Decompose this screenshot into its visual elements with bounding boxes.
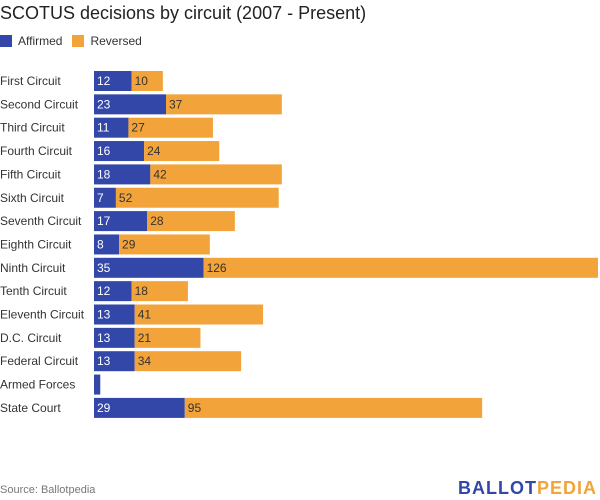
bar-reversed <box>150 164 282 185</box>
category-label: Ninth Circuit <box>0 261 66 275</box>
category-label: Seventh Circuit <box>0 214 82 228</box>
category-label: D.C. Circuit <box>0 331 62 345</box>
bar-affirmed <box>94 397 185 418</box>
data-label: 42 <box>153 167 167 181</box>
bar-reversed <box>144 141 220 162</box>
data-label: 24 <box>147 144 161 158</box>
category-label: Federal Circuit <box>0 354 79 368</box>
bar-affirmed <box>94 141 145 162</box>
category-label: Fourth Circuit <box>0 144 73 158</box>
data-label: 34 <box>138 354 152 368</box>
data-label: 29 <box>122 237 136 251</box>
logo-part-2: PEDIA <box>536 478 597 498</box>
bar-reversed <box>134 351 242 372</box>
category-label: Tenth Circuit <box>0 284 67 298</box>
data-label: 11 <box>97 121 110 135</box>
logo-part-1: BALLOT <box>458 478 537 498</box>
category-label: State Court <box>0 401 61 415</box>
bar-affirmed <box>94 281 132 302</box>
chart-title: SCOTUS decisions by circuit (2007 - Pres… <box>0 3 367 23</box>
data-label: 35 <box>97 261 111 275</box>
category-label: Second Circuit <box>0 97 79 111</box>
bar-reversed <box>203 257 598 278</box>
bar-affirmed <box>94 187 116 208</box>
data-label: 12 <box>97 74 111 88</box>
bar-affirmed <box>94 304 135 325</box>
bar-reversed <box>134 327 201 348</box>
legend-swatch-reversed <box>72 35 85 47</box>
bar-reversed <box>147 211 235 232</box>
category-label: Third Circuit <box>0 121 65 135</box>
bar-reversed <box>184 397 483 418</box>
data-label: 12 <box>97 284 111 298</box>
category-label: Eighth Circuit <box>0 237 72 251</box>
data-label: 23 <box>97 97 111 111</box>
category-label: Fifth Circuit <box>0 167 61 181</box>
bar-affirmed <box>94 374 101 395</box>
bar-reversed <box>115 187 279 208</box>
category-label: Armed Forces <box>0 378 75 392</box>
bar-affirmed <box>94 94 166 115</box>
bar-affirmed <box>94 71 132 91</box>
bar-reversed <box>119 234 210 255</box>
legend-item-affirmed: Affirmed <box>0 34 62 48</box>
bar-reversed <box>131 281 188 302</box>
bar-affirmed <box>94 164 151 185</box>
data-label: 13 <box>97 308 111 322</box>
bar-reversed <box>128 117 213 138</box>
bar-reversed <box>131 71 163 91</box>
data-label: 8 <box>97 237 104 251</box>
source-note: Source: Ballotpedia <box>0 484 96 496</box>
data-label: 37 <box>169 97 183 111</box>
data-label: 126 <box>207 261 227 275</box>
category-label: Sixth Circuit <box>0 191 65 205</box>
bar-affirmed <box>94 234 120 255</box>
ballotpedia-logo: BALLOTPEDIA <box>458 478 597 499</box>
bar-affirmed <box>94 117 129 138</box>
data-label: 16 <box>97 144 111 158</box>
data-label: 17 <box>97 214 111 228</box>
bar-reversed <box>134 304 264 325</box>
category-label: Eleventh Circuit <box>0 308 85 322</box>
data-label: 21 <box>138 331 152 345</box>
bar-affirmed <box>94 327 135 348</box>
bar-reversed <box>166 94 282 115</box>
bar-affirmed <box>94 257 204 278</box>
data-label: 18 <box>135 284 149 298</box>
data-label: 52 <box>119 191 133 205</box>
data-label: 27 <box>131 121 145 135</box>
legend-item-reversed: Reversed <box>72 34 142 48</box>
legend-label-reversed: Reversed <box>90 34 142 48</box>
data-label: 41 <box>138 308 152 322</box>
data-label: 28 <box>150 214 164 228</box>
category-label: First Circuit <box>0 74 61 88</box>
data-label: 29 <box>97 401 111 415</box>
data-label: 7 <box>97 191 104 205</box>
data-label: 13 <box>97 331 111 345</box>
data-label: 13 <box>97 354 111 368</box>
data-label: 18 <box>97 167 111 181</box>
legend: Affirmed Reversed <box>0 34 152 48</box>
legend-swatch-affirmed <box>0 35 12 47</box>
data-label: 10 <box>135 74 149 88</box>
legend-label-affirmed: Affirmed <box>18 34 63 48</box>
bar-affirmed <box>94 351 135 372</box>
bar-affirmed <box>94 211 148 232</box>
data-label: 95 <box>188 401 202 415</box>
